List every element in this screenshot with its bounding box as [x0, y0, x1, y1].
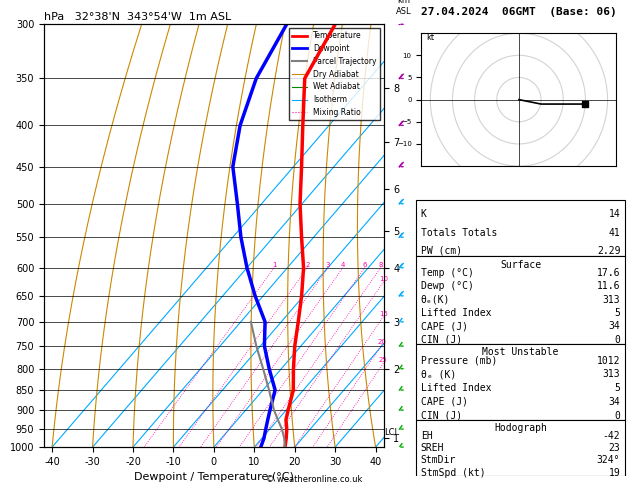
Text: LCL: LCL: [384, 428, 399, 437]
Text: 17.6: 17.6: [597, 268, 620, 278]
Text: 34: 34: [609, 321, 620, 331]
Text: K: K: [421, 209, 426, 219]
Text: StmDir: StmDir: [421, 455, 456, 465]
FancyBboxPatch shape: [416, 344, 625, 420]
Text: 0: 0: [615, 335, 620, 345]
Text: θₑ (K): θₑ (K): [421, 369, 456, 380]
Text: θₑ(K): θₑ(K): [421, 295, 450, 305]
FancyBboxPatch shape: [416, 420, 625, 476]
Text: Dewp (°C): Dewp (°C): [421, 281, 474, 291]
FancyBboxPatch shape: [416, 200, 625, 257]
Text: 23: 23: [609, 443, 620, 453]
Text: 2.29: 2.29: [597, 246, 620, 256]
Text: 6: 6: [362, 262, 367, 268]
Text: Surface: Surface: [500, 260, 541, 270]
Text: SREH: SREH: [421, 443, 444, 453]
Text: 41: 41: [609, 227, 620, 238]
Text: hPa   32°38'N  343°54'W  1m ASL: hPa 32°38'N 343°54'W 1m ASL: [44, 12, 231, 22]
Text: km
ASL: km ASL: [396, 0, 412, 16]
Text: Pressure (mb): Pressure (mb): [421, 356, 497, 365]
Legend: Temperature, Dewpoint, Parcel Trajectory, Dry Adiabat, Wet Adiabat, Isotherm, Mi: Temperature, Dewpoint, Parcel Trajectory…: [289, 28, 380, 120]
Text: 11.6: 11.6: [597, 281, 620, 291]
Text: © weatheronline.co.uk: © weatheronline.co.uk: [266, 474, 363, 484]
Text: 0: 0: [615, 411, 620, 421]
Text: 4: 4: [341, 262, 345, 268]
X-axis label: Dewpoint / Temperature (°C): Dewpoint / Temperature (°C): [134, 472, 294, 483]
Text: CAPE (J): CAPE (J): [421, 397, 468, 407]
Text: 5: 5: [615, 383, 620, 393]
Text: Temp (°C): Temp (°C): [421, 268, 474, 278]
Text: 15: 15: [379, 311, 388, 317]
Text: Lifted Index: Lifted Index: [421, 308, 491, 318]
Text: 14: 14: [609, 209, 620, 219]
Text: 324°: 324°: [597, 455, 620, 465]
Text: 1012: 1012: [597, 356, 620, 365]
Text: 27.04.2024  06GMT  (Base: 06): 27.04.2024 06GMT (Base: 06): [421, 7, 617, 17]
Text: Totals Totals: Totals Totals: [421, 227, 497, 238]
Text: 5: 5: [615, 308, 620, 318]
Text: Most Unstable: Most Unstable: [482, 347, 559, 357]
Text: 10: 10: [379, 276, 388, 282]
Text: 313: 313: [603, 295, 620, 305]
Text: 1: 1: [272, 262, 276, 268]
Text: 20: 20: [377, 339, 386, 345]
Text: 2: 2: [305, 262, 309, 268]
Text: CIN (J): CIN (J): [421, 411, 462, 421]
Text: 19: 19: [609, 468, 620, 478]
Text: 25: 25: [379, 357, 387, 364]
Text: Hodograph: Hodograph: [494, 423, 547, 434]
Text: -42: -42: [603, 431, 620, 441]
FancyBboxPatch shape: [416, 257, 625, 344]
Text: StmSpd (kt): StmSpd (kt): [421, 468, 486, 478]
Text: Lifted Index: Lifted Index: [421, 383, 491, 393]
Text: 34: 34: [609, 397, 620, 407]
Text: CAPE (J): CAPE (J): [421, 321, 468, 331]
Text: EH: EH: [421, 431, 432, 441]
Text: 8: 8: [379, 262, 383, 268]
Text: 313: 313: [603, 369, 620, 380]
Text: kt: kt: [426, 33, 434, 42]
Text: 3: 3: [326, 262, 330, 268]
Text: PW (cm): PW (cm): [421, 246, 462, 256]
Text: CIN (J): CIN (J): [421, 335, 462, 345]
